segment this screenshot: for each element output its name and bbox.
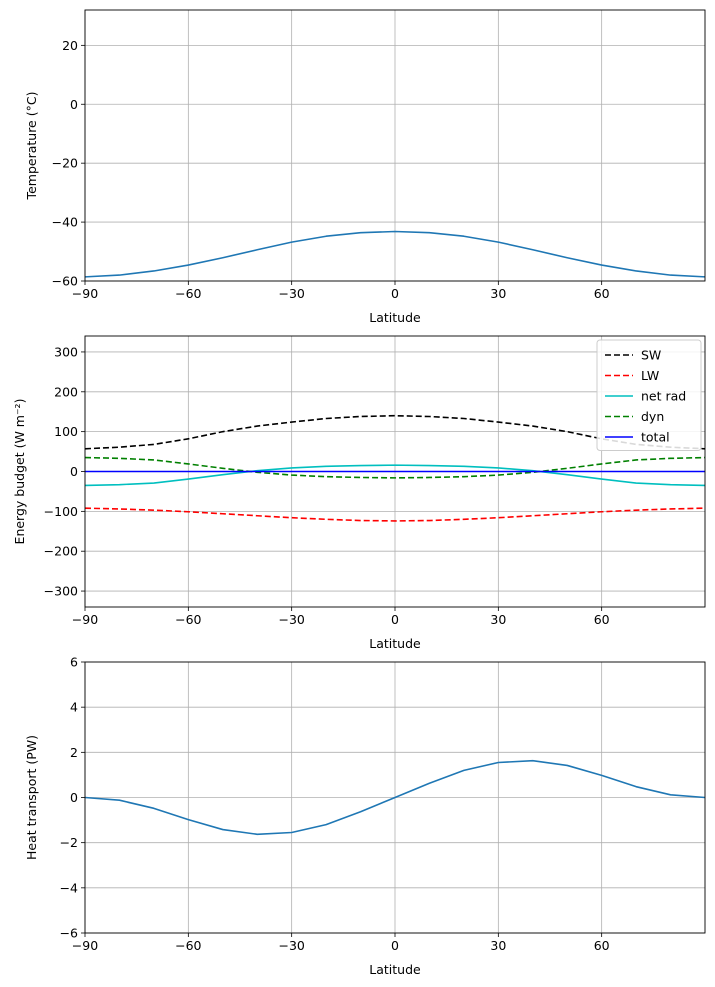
x-tick-label: −60: [175, 612, 201, 627]
series-line-1: [85, 759, 705, 836]
y-tick-label: 0: [70, 464, 78, 479]
x-tick-label: 0: [391, 938, 399, 953]
x-tick-label: −90: [72, 938, 98, 953]
x-tick-label: −60: [175, 286, 201, 301]
x-tick-label: 60: [594, 612, 610, 627]
y-tick-label: 2: [70, 745, 78, 760]
y-tick-label: 4: [70, 700, 78, 715]
y-tick-label: −100: [44, 504, 78, 519]
x-tick-label: 60: [594, 938, 610, 953]
y-tick-label: −6: [60, 926, 78, 941]
y-tick-label: −2: [60, 835, 78, 850]
y-axis-label: Energy budget (W m⁻²): [12, 399, 27, 545]
x-tick-label: 0: [391, 286, 399, 301]
series-line-SW: [85, 414, 705, 450]
y-tick-label: 0: [70, 97, 78, 112]
series-line-dyn: [85, 456, 705, 479]
x-axis-label: Latitude: [369, 310, 421, 325]
x-tick-label: −30: [278, 938, 304, 953]
legend-label: net rad: [641, 389, 686, 404]
legend: SW LW net rad dyn total: [596, 339, 702, 451]
series-line-1: [85, 230, 705, 278]
chart-panel-1: −90 −60 −30 0 30 60−60−40−20020LatitudeTemper…: [24, 9, 706, 325]
chart-panel-2: −90 −60 −30 0 30 60−300−200−1000100200300Lati…: [12, 335, 706, 651]
y-tick-label: 300: [54, 344, 78, 359]
y-tick-label: −20: [52, 156, 78, 171]
series-line-net-rad: [85, 464, 705, 487]
legend-label: LW: [641, 368, 659, 383]
x-tick-label: 30: [490, 938, 506, 953]
legend-label: dyn: [641, 409, 664, 424]
x-tick-label: −90: [72, 286, 98, 301]
y-tick-label: 100: [54, 424, 78, 439]
x-tick-label: −60: [175, 938, 201, 953]
y-tick-label: −40: [52, 215, 78, 230]
y-axis-label: Heat transport (PW): [24, 735, 39, 860]
x-tick-label: −30: [278, 612, 304, 627]
y-tick-label: 6: [70, 655, 78, 670]
x-axis-label: Latitude: [369, 962, 421, 977]
x-tick-label: −30: [278, 286, 304, 301]
x-tick-label: 60: [594, 286, 610, 301]
legend-label: total: [641, 430, 670, 445]
x-tick-label: 30: [490, 612, 506, 627]
y-tick-label: −60: [52, 274, 78, 289]
legend-label: SW: [641, 348, 661, 363]
series-line-LW: [85, 507, 705, 522]
chart-panel-3: −90 −60 −30 0 30 60 −6 −4 −2 0 2 4 6 Latitude Heat tra…: [24, 655, 706, 977]
y-tick-label: 20: [62, 38, 78, 53]
x-tick-label: 30: [490, 286, 506, 301]
y-tick-label: 0: [70, 790, 78, 805]
y-tick-label: −4: [60, 880, 78, 895]
y-tick-label: −300: [44, 584, 78, 599]
y-tick-label: 200: [54, 384, 78, 399]
x-tick-label: −90: [72, 612, 98, 627]
x-tick-label: 0: [391, 612, 399, 627]
y-tick-label: −200: [44, 544, 78, 559]
legend-box: [596, 339, 702, 451]
x-axis-label: Latitude: [369, 636, 421, 651]
y-axis-label: Temperature (°C): [24, 92, 39, 201]
